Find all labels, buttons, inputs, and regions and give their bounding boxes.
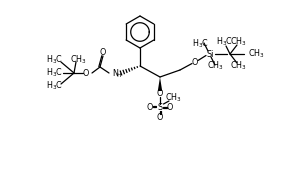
Text: CH$_3$: CH$_3$ [230,36,246,48]
Text: H$_3$C: H$_3$C [46,80,64,92]
Text: H$_3$C: H$_3$C [192,38,210,50]
Text: O: O [192,57,198,66]
Text: H$_3$C: H$_3$C [46,67,64,79]
Text: O: O [83,69,89,78]
Text: Si: Si [206,50,214,59]
Text: CH$_3$: CH$_3$ [230,60,246,72]
Text: CH$_3$: CH$_3$ [248,48,265,60]
Text: O: O [147,102,153,111]
Text: N: N [112,69,118,78]
Text: O: O [167,102,173,111]
Text: H$_3$C: H$_3$C [46,54,64,66]
Text: H: H [117,73,121,78]
Text: CH$_3$: CH$_3$ [70,54,87,66]
Text: O: O [157,89,163,98]
Text: O: O [157,112,163,122]
Text: CH$_3$: CH$_3$ [165,92,182,104]
Text: S: S [157,102,163,111]
Text: H$_3$C: H$_3$C [216,36,234,48]
Text: CH$_3$: CH$_3$ [207,60,223,72]
Text: O: O [100,48,106,57]
Polygon shape [158,77,162,91]
